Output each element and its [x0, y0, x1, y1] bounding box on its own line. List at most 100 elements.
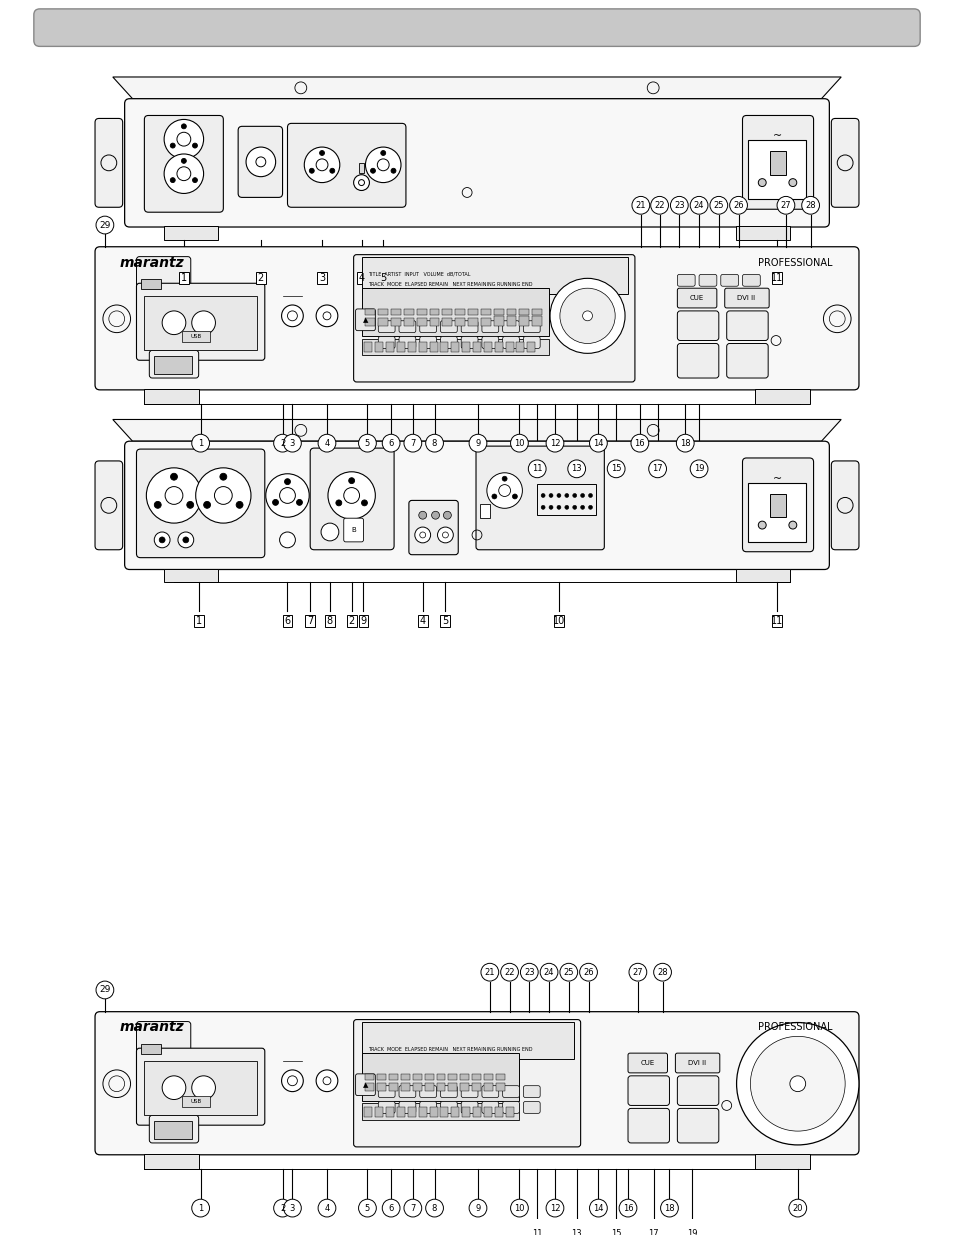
Circle shape — [540, 505, 544, 509]
Circle shape — [170, 178, 175, 183]
Bar — [495, 342, 502, 352]
FancyBboxPatch shape — [398, 337, 416, 348]
Circle shape — [528, 1225, 545, 1235]
FancyBboxPatch shape — [354, 254, 635, 382]
Circle shape — [469, 435, 486, 452]
Circle shape — [512, 494, 517, 499]
FancyBboxPatch shape — [724, 288, 768, 308]
Circle shape — [154, 532, 170, 548]
FancyBboxPatch shape — [481, 1086, 498, 1098]
Circle shape — [788, 521, 796, 529]
FancyBboxPatch shape — [33, 9, 920, 47]
Circle shape — [164, 120, 203, 159]
FancyBboxPatch shape — [699, 274, 716, 287]
FancyBboxPatch shape — [125, 441, 828, 569]
FancyBboxPatch shape — [378, 1086, 395, 1098]
Bar — [554, 615, 563, 626]
Bar — [391, 317, 400, 326]
Bar — [771, 615, 781, 626]
Text: 19: 19 — [686, 1229, 697, 1235]
FancyBboxPatch shape — [677, 311, 718, 341]
Circle shape — [589, 1199, 607, 1216]
Circle shape — [192, 311, 215, 335]
Bar — [378, 309, 388, 315]
Text: 11: 11 — [532, 1229, 542, 1235]
Circle shape — [510, 435, 528, 452]
Bar — [480, 317, 490, 326]
Bar — [403, 317, 414, 326]
Text: ~: ~ — [772, 131, 781, 141]
Circle shape — [219, 473, 227, 480]
Bar — [361, 338, 549, 356]
Circle shape — [653, 963, 671, 981]
Text: 22: 22 — [504, 968, 515, 977]
Text: 4: 4 — [324, 1204, 329, 1213]
Bar — [495, 1108, 502, 1118]
Bar — [748, 483, 805, 542]
Bar — [358, 163, 364, 173]
Circle shape — [358, 1199, 375, 1216]
Bar — [182, 1095, 210, 1108]
Bar — [400, 1074, 410, 1079]
Circle shape — [418, 511, 426, 519]
Text: 11: 11 — [532, 464, 542, 473]
Text: 8: 8 — [327, 616, 333, 626]
FancyBboxPatch shape — [144, 116, 223, 212]
Circle shape — [281, 1070, 303, 1092]
Circle shape — [296, 499, 302, 505]
Circle shape — [644, 1225, 662, 1235]
FancyBboxPatch shape — [502, 1102, 518, 1113]
Text: 6: 6 — [388, 438, 394, 447]
Text: CUE: CUE — [640, 1060, 654, 1066]
Circle shape — [501, 477, 507, 482]
Bar — [516, 342, 524, 352]
FancyBboxPatch shape — [398, 1086, 416, 1098]
FancyBboxPatch shape — [481, 337, 498, 348]
Circle shape — [789, 1076, 805, 1092]
Bar — [179, 273, 189, 284]
Text: ▲: ▲ — [362, 1082, 368, 1088]
Text: 24: 24 — [693, 201, 703, 210]
Circle shape — [689, 459, 707, 478]
Bar — [429, 317, 439, 326]
Bar — [408, 342, 416, 352]
Text: CUE: CUE — [689, 295, 703, 301]
Bar — [505, 1108, 513, 1118]
Circle shape — [729, 196, 746, 214]
Circle shape — [545, 1199, 563, 1216]
Bar — [378, 317, 388, 326]
Bar — [472, 1083, 480, 1091]
Bar — [473, 342, 480, 352]
FancyBboxPatch shape — [95, 461, 123, 550]
Text: 21: 21 — [484, 968, 495, 977]
Bar — [459, 1083, 469, 1091]
Circle shape — [281, 305, 303, 327]
Bar — [429, 1108, 437, 1118]
FancyBboxPatch shape — [627, 1053, 667, 1073]
Text: 9: 9 — [475, 438, 480, 447]
Circle shape — [96, 216, 113, 233]
Text: 14: 14 — [593, 438, 603, 447]
Circle shape — [170, 143, 175, 148]
Bar — [375, 342, 383, 352]
Circle shape — [559, 963, 578, 981]
Bar — [494, 309, 503, 315]
Text: 11: 11 — [770, 273, 782, 283]
Circle shape — [287, 311, 297, 321]
FancyBboxPatch shape — [398, 1102, 416, 1113]
Circle shape — [343, 488, 359, 504]
Circle shape — [236, 501, 243, 509]
Bar — [771, 273, 781, 284]
FancyBboxPatch shape — [523, 337, 539, 348]
Bar — [144, 1061, 256, 1115]
Circle shape — [178, 532, 193, 548]
Bar — [505, 342, 513, 352]
Circle shape — [582, 311, 592, 321]
Circle shape — [607, 1225, 624, 1235]
Text: 10: 10 — [552, 616, 564, 626]
Text: 26: 26 — [582, 968, 593, 977]
Bar — [442, 309, 452, 315]
FancyBboxPatch shape — [95, 247, 858, 390]
Text: USB: USB — [190, 1099, 201, 1104]
Text: 13: 13 — [571, 464, 581, 473]
